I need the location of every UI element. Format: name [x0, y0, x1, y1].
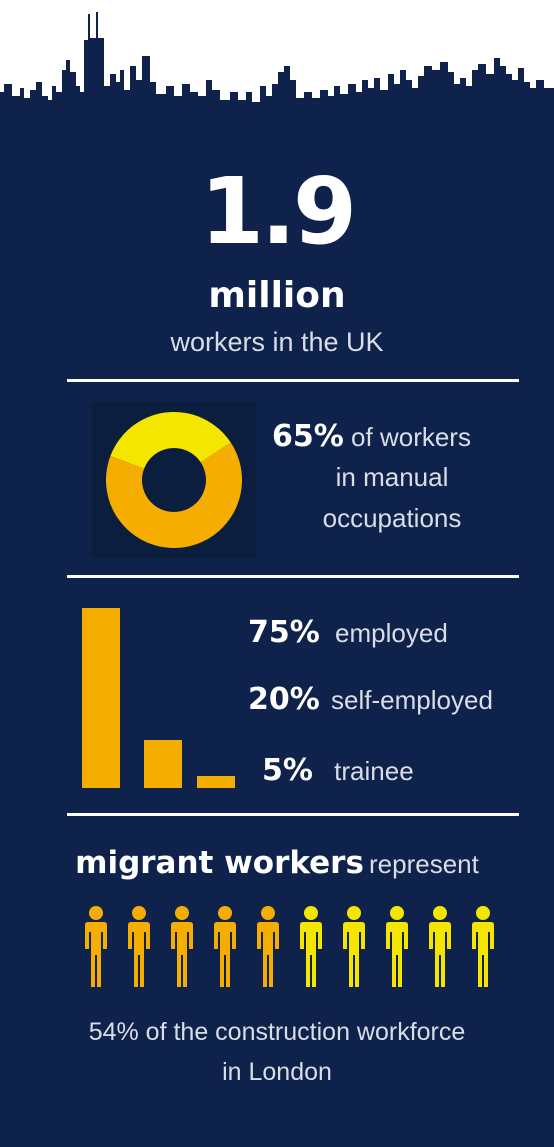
donut-slice-other [110, 412, 231, 469]
migrant-title-bold: migrant workers [75, 845, 364, 881]
manual-stat-line1: 65% of workers [272, 420, 471, 454]
person-icon [128, 906, 150, 987]
manual-text-line1: of workers [351, 422, 471, 452]
trainee-percent: 5% [262, 753, 313, 788]
employment-row-self-employed: 20% self-employed [248, 683, 493, 717]
divider-1 [67, 379, 519, 382]
employed-label: employed [335, 618, 448, 648]
manual-percent: 65% [272, 419, 344, 454]
bar-self-employed [144, 740, 182, 788]
person-icon [386, 906, 408, 987]
headline-unit: million [208, 275, 346, 316]
migrant-footer-line1: 54% of the construction workforce [88, 1018, 466, 1046]
donut-chart-background [92, 402, 256, 558]
employment-row-employed: 75% employed [248, 616, 448, 650]
employment-row-trainee: 5% trainee [262, 754, 414, 788]
person-icon [214, 906, 236, 987]
person-icon [472, 906, 494, 987]
person-icon [85, 906, 107, 987]
donut-chart [106, 412, 242, 548]
donut-slice-manual-occupations [106, 442, 242, 548]
bar-trainee [197, 776, 235, 788]
migrant-title-light: represent [369, 849, 479, 879]
manual-text-line2: in manual [335, 462, 449, 492]
employed-percent: 75% [248, 615, 320, 650]
person-icon [343, 906, 365, 987]
bar-employed [82, 608, 120, 788]
migrant-title: migrant workers represent [0, 845, 554, 881]
migrant-footer-line2: in London [222, 1058, 332, 1086]
city-skyline-graphic [0, 12, 554, 140]
manual-text-line3: occupations [322, 503, 462, 533]
person-icon [300, 906, 322, 987]
trainee-label: trainee [334, 756, 414, 786]
person-icon [257, 906, 279, 987]
headline-number: 1.9 [200, 158, 357, 265]
people-icon-row [85, 906, 494, 987]
person-icon [429, 906, 451, 987]
divider-2 [67, 575, 519, 578]
person-icon [171, 906, 193, 987]
self-employed-label: self-employed [331, 685, 493, 715]
headline-caption: workers in the UK [170, 327, 384, 357]
divider-3 [67, 813, 519, 816]
self-employed-percent: 20% [248, 682, 320, 717]
